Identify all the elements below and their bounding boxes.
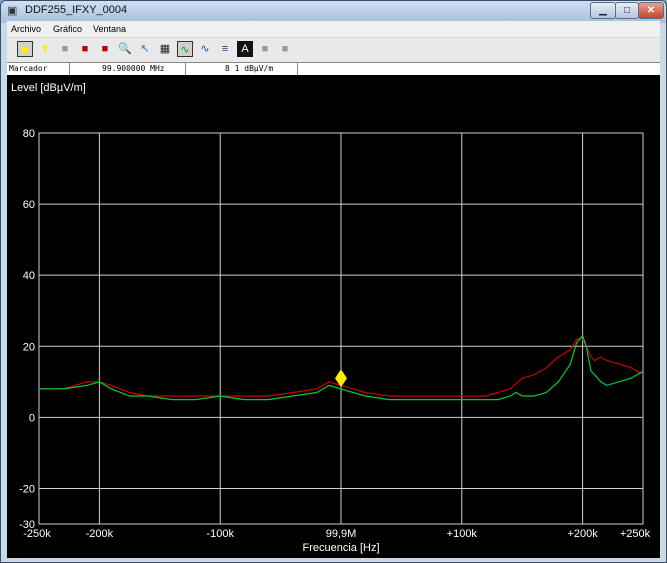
maximize-icon: □ — [623, 5, 631, 16]
x-tick-label: 99,9M — [326, 528, 357, 540]
y-tick-label: 40 — [23, 270, 35, 282]
red-trace-alt-button[interactable]: ■ — [97, 41, 113, 57]
gray-square-button[interactable]: ■ — [57, 41, 73, 57]
gray-square-button[interactable]: ■ — [257, 41, 273, 57]
x-tick-label: -250k — [23, 528, 51, 540]
marker-down-button[interactable]: ▼ — [37, 41, 53, 57]
y-axis-label: Level [dBµV/m] — [11, 82, 86, 94]
series-green-trace — [39, 334, 644, 401]
spectrum-chart[interactable]: -30 -20 0 20 40 60 80 -250k -200k -100k 99,9M +100k… — [7, 75, 660, 558]
x-tick-label: +250k — [620, 528, 651, 540]
app-window-icon: ▣ — [7, 5, 18, 17]
menu-ventana[interactable]: Ventana — [93, 24, 127, 34]
text-icon: A — [241, 43, 249, 55]
marker-level: 8 1 dBµV/m — [225, 64, 274, 73]
trace-blue-icon: ∿ — [200, 43, 210, 55]
y-tick-label: 20 — [23, 341, 35, 353]
cursor-button[interactable]: ↖ — [137, 41, 153, 57]
cursor-icon: ↖ — [140, 43, 150, 55]
title-bar[interactable]: ▣ DDF255_IFXY_0004 ▁ □ ✕ — [1, 1, 666, 21]
menu-grafico[interactable]: Gráfico — [53, 24, 83, 34]
red-trace-icon: ■ — [81, 43, 89, 55]
bars-button[interactable]: ≡ — [217, 41, 233, 57]
close-button[interactable]: ✕ — [638, 2, 664, 19]
x-tick-label: -200k — [86, 528, 114, 540]
close-icon: ✕ — [646, 5, 656, 16]
marker-label: Marcador — [9, 64, 48, 73]
zoom-icon: 🔍 — [118, 43, 132, 55]
x-axis-label: Frecuencia [Hz] — [302, 542, 379, 554]
gray-square-icon: ■ — [61, 43, 69, 55]
marker-divider — [297, 63, 298, 75]
marker-frequency: 99.900000 MHz — [102, 64, 165, 73]
trace-blue-button[interactable]: ∿ — [197, 41, 213, 57]
trace-green-button[interactable]: ∿ — [177, 41, 193, 57]
y-tick-label: 0 — [29, 412, 35, 424]
y-tick-label: -20 — [19, 483, 35, 495]
gray-square-button[interactable]: ■ — [277, 41, 293, 57]
mode-icon: ▦ — [159, 43, 171, 55]
toolbar: ◆ ▼ ■ ■ ■ 🔍 ↖ ▦ ∿ ∿ ≡ A ■ ■ — [7, 37, 660, 63]
maximize-button[interactable]: □ — [615, 2, 639, 19]
menu-bar: Archivo Gráfico Ventana — [7, 21, 660, 37]
gray-square-icon: ■ — [261, 43, 269, 55]
red-trace-button[interactable]: ■ — [77, 41, 93, 57]
marker-diamond-icon: ◆ — [20, 44, 30, 56]
marker-divider — [185, 63, 186, 75]
y-tick-label: 80 — [23, 128, 35, 140]
marker-diamond — [335, 369, 347, 388]
menu-archivo[interactable]: Archivo — [11, 24, 42, 34]
mode-button[interactable]: ▦ — [157, 41, 173, 57]
x-tick-label: -100k — [206, 528, 234, 540]
client-area: Archivo Gráfico Ventana ◆ ▼ ■ ■ ■ 🔍 ↖ ▦ ∿ ∿ ≡ A ■ ■ M… — [7, 21, 660, 558]
marker-diamond-button[interactable]: ◆ — [17, 41, 33, 57]
window-title: DDF255_IFXY_0004 — [25, 4, 128, 16]
marker-divider — [69, 63, 70, 75]
text-button[interactable]: A — [237, 41, 253, 57]
bars-icon: ≡ — [221, 43, 229, 55]
red-trace-alt-icon: ■ — [101, 43, 109, 55]
gray-square-icon: ■ — [281, 43, 289, 55]
x-tick-label: +200k — [567, 528, 598, 540]
y-tick-label: 60 — [23, 199, 35, 211]
trace-green-icon: ∿ — [180, 44, 190, 56]
marker-bar: Marcador 99.900000 MHz 8 1 dBµV/m — [7, 62, 660, 76]
spectrum-plot[interactable]: -30 -20 0 20 40 60 80 -250k -200k -100k 99,9M +100k… — [7, 75, 660, 558]
minimize-icon: ▁ — [599, 5, 607, 16]
marker-down-icon: ▼ — [39, 43, 51, 55]
y-tick-label: -30 — [19, 519, 35, 531]
minimize-button[interactable]: ▁ — [590, 2, 616, 19]
x-tick-label: +100k — [447, 528, 478, 540]
zoom-button[interactable]: 🔍 — [117, 41, 133, 57]
